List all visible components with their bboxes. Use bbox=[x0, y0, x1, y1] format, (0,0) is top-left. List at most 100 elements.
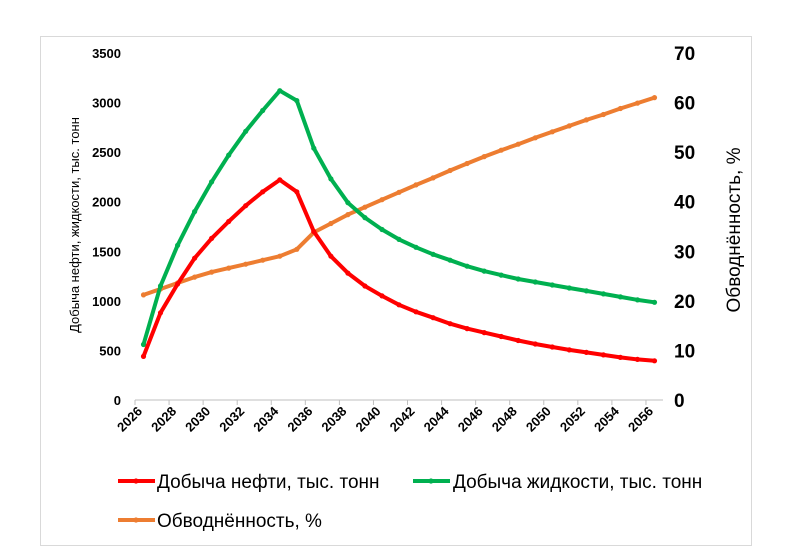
data-point bbox=[447, 257, 453, 263]
data-point bbox=[277, 253, 283, 259]
data-point bbox=[447, 167, 453, 174]
data-point bbox=[260, 107, 266, 114]
data-point bbox=[157, 310, 164, 316]
data-point bbox=[260, 257, 266, 263]
data-point bbox=[226, 265, 232, 271]
data-point bbox=[617, 354, 624, 360]
y-right-tick-label: 50 bbox=[674, 143, 695, 164]
data-point bbox=[243, 128, 249, 134]
series-watercut bbox=[140, 95, 658, 298]
data-point bbox=[481, 268, 487, 274]
data-point bbox=[362, 204, 368, 210]
data-point bbox=[464, 263, 470, 269]
data-point bbox=[413, 244, 419, 250]
data-point bbox=[566, 123, 572, 129]
x-tick-label: 2044 bbox=[421, 403, 453, 435]
data-point bbox=[209, 179, 215, 185]
data-point bbox=[413, 309, 419, 315]
y-right-tick-label: 10 bbox=[674, 341, 695, 362]
legend-label-watercut: Обводнённость, % bbox=[157, 511, 322, 532]
data-point bbox=[209, 269, 215, 275]
data-point bbox=[515, 276, 521, 282]
data-point bbox=[532, 279, 538, 285]
data-point bbox=[430, 175, 436, 181]
series-line bbox=[141, 95, 657, 297]
data-point bbox=[549, 129, 555, 135]
y-left-tick-label: 1000 bbox=[92, 294, 121, 309]
x-tick-label: 2042 bbox=[387, 404, 418, 435]
data-point bbox=[396, 302, 402, 308]
x-tick-label: 2030 bbox=[182, 404, 213, 435]
x-tick-label: 2054 bbox=[591, 403, 623, 435]
data-point bbox=[396, 189, 402, 195]
data-point bbox=[379, 293, 385, 299]
data-point bbox=[634, 100, 641, 106]
legend-marker-liquid bbox=[428, 478, 434, 484]
data-point bbox=[260, 189, 266, 195]
data-point bbox=[140, 341, 147, 348]
data-point bbox=[192, 209, 198, 215]
data-point bbox=[362, 283, 368, 289]
data-point bbox=[345, 212, 351, 218]
data-point bbox=[226, 152, 232, 158]
data-point bbox=[294, 189, 300, 195]
data-point bbox=[243, 261, 249, 267]
data-point bbox=[430, 315, 436, 321]
data-point bbox=[651, 95, 658, 101]
data-point bbox=[175, 242, 181, 248]
legend-label-oil: Добыча нефти, тыс. тонн bbox=[157, 472, 380, 493]
data-point bbox=[226, 218, 232, 225]
x-tick-label: 2050 bbox=[523, 404, 554, 435]
x-tick-label: 2038 bbox=[318, 404, 349, 435]
data-point bbox=[209, 235, 215, 241]
data-point bbox=[345, 270, 351, 276]
series-oil bbox=[140, 177, 658, 364]
x-tick-label: 2048 bbox=[489, 404, 520, 435]
data-point bbox=[294, 98, 300, 104]
data-point bbox=[140, 353, 147, 359]
data-point bbox=[294, 246, 300, 252]
x-tick-label: 2028 bbox=[148, 404, 179, 435]
data-point bbox=[634, 356, 641, 362]
legend-item-watercut: Обводнённость, % bbox=[118, 511, 322, 532]
data-point bbox=[617, 294, 624, 300]
data-point bbox=[583, 349, 590, 355]
data-point bbox=[498, 147, 504, 153]
data-point bbox=[464, 160, 470, 167]
data-point bbox=[515, 337, 521, 344]
y-left-tick-label: 3500 bbox=[92, 46, 121, 61]
data-point bbox=[447, 321, 453, 327]
data-point bbox=[175, 281, 181, 287]
y-left-tick-label: 2000 bbox=[92, 195, 121, 210]
data-point bbox=[600, 352, 607, 358]
data-point bbox=[651, 299, 658, 305]
data-point bbox=[430, 251, 436, 257]
x-tick-label: 2032 bbox=[216, 404, 247, 435]
data-point bbox=[140, 292, 147, 298]
data-point bbox=[345, 200, 351, 206]
data-point bbox=[481, 330, 487, 336]
legend-marker-watercut bbox=[133, 517, 139, 523]
y-left-tick-label: 1500 bbox=[92, 244, 121, 259]
data-point bbox=[192, 274, 198, 280]
data-point bbox=[583, 117, 590, 123]
legend-item-liquid: Добыча жидкости, тыс. тонн bbox=[413, 472, 702, 493]
data-point bbox=[157, 283, 164, 289]
data-point bbox=[651, 358, 658, 364]
data-point bbox=[396, 236, 402, 242]
y-left-tick-label: 3000 bbox=[92, 96, 121, 111]
data-point bbox=[311, 228, 317, 235]
data-point bbox=[243, 203, 249, 209]
data-point bbox=[328, 176, 334, 182]
y-left-tick-label: 2500 bbox=[92, 145, 121, 160]
data-point bbox=[583, 288, 590, 294]
data-point bbox=[600, 111, 607, 118]
data-point bbox=[532, 341, 538, 347]
y-right-tick-label: 60 bbox=[674, 94, 695, 115]
data-point bbox=[328, 253, 334, 259]
data-point bbox=[566, 347, 572, 353]
data-point bbox=[498, 272, 504, 278]
x-tick-label: 2034 bbox=[250, 403, 282, 435]
data-point bbox=[311, 145, 317, 151]
data-point bbox=[362, 215, 368, 221]
